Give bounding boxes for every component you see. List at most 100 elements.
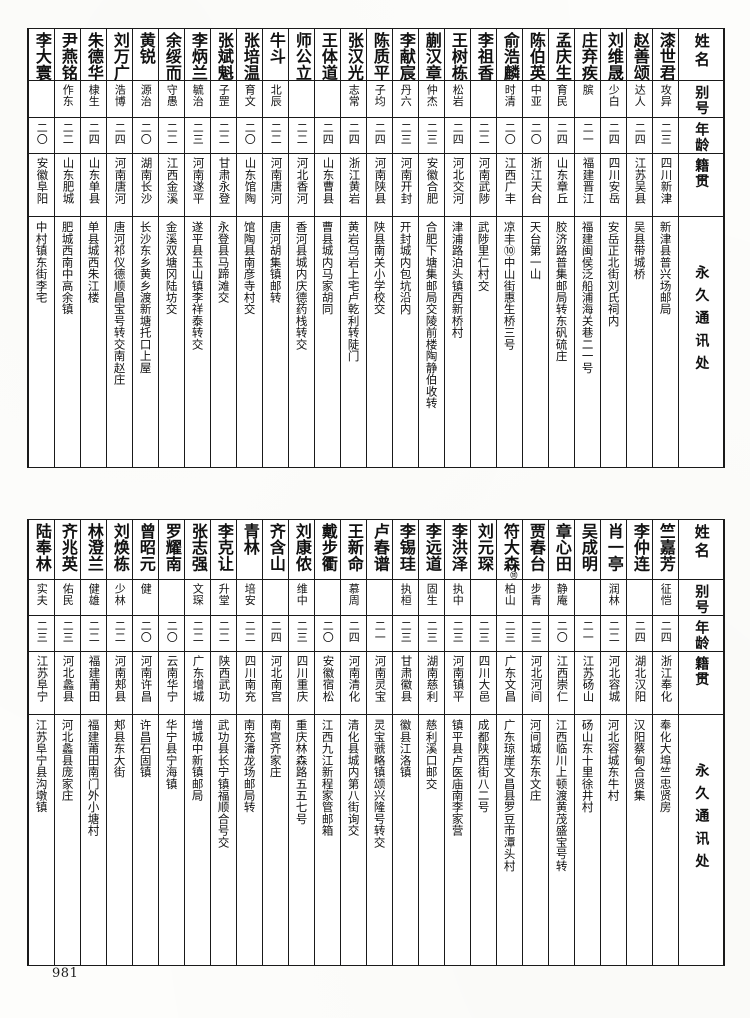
roster-cell-native: 河南许昌 <box>132 651 159 716</box>
roster-cell-name: 黄锐 <box>132 27 159 82</box>
roster-cell-native: 江苏阜宁 <box>27 651 55 716</box>
roster-cell-native: 河南灵宝 <box>366 651 393 716</box>
cell-text: 浩博 <box>113 84 127 107</box>
roster-cell-native: 江苏吴县 <box>626 153 653 218</box>
roster-cell-alias <box>314 578 341 617</box>
roster-cell-alias: 执中 <box>444 578 471 617</box>
cell-text: 二四 <box>347 620 361 644</box>
cell-text: 陕西武功 <box>217 655 232 703</box>
roster-cell-alias: 文琛 <box>184 578 211 617</box>
roster-cell-alias: 培安 <box>236 578 263 617</box>
roster-cell-age: 二三 <box>184 116 211 155</box>
roster-table-upper: 李大寰 尹燕铭 朱德华 刘万广 黄锐 余绥而 李炳兰 张斌魁 张培温 牛斗 师公立 王体道 张汉光 陈质平… <box>27 27 725 469</box>
roster-cell-native: 四川大邑 <box>470 651 497 716</box>
roster-cell-address: 镇平县卢医庙南李家营 <box>444 714 471 967</box>
roster-cell-age: 二二 <box>210 615 237 653</box>
roster-cell-native: 安徽合肥 <box>418 153 445 218</box>
roster-cell-name: 李炳兰 <box>184 27 211 82</box>
roster-cell-native: 广东文昌 <box>496 651 523 716</box>
roster-cell-native: 江西崇仁 <box>548 651 575 716</box>
cell-text: 张汉光 <box>344 32 364 81</box>
cell-text: 曹县城内马家胡同 <box>320 221 335 316</box>
roster-cell-address: 黄岩乌岩上宅卢乾利转陡门 <box>340 216 367 469</box>
roster-cell-native: 河北蠡县 <box>54 651 81 716</box>
cell-text: 新津县普兴场邮局 <box>658 221 673 316</box>
cell-text: 二三 <box>425 121 439 145</box>
cell-text: 汉阳蔡甸合贤集 <box>632 719 647 802</box>
roster-cell-alias: 膑 <box>574 80 601 118</box>
cell-text: 单县城西朱江楼 <box>86 221 101 304</box>
roster-cell-name: 符大森⑪ <box>496 519 523 580</box>
cell-text: 时清 <box>503 84 517 107</box>
cell-text: 二〇 <box>321 620 335 644</box>
cell-text: 罗耀南 <box>162 523 182 572</box>
row-header-text: 别号 <box>693 583 710 616</box>
roster-cell-age: 二三 <box>470 615 497 653</box>
roster-cell-age: 二四 <box>626 116 653 155</box>
roster-cell-age: 二四 <box>340 615 367 653</box>
roster-row-header-alias: 别号 <box>678 578 725 617</box>
roster-cell-alias: 固生 <box>418 578 445 617</box>
roster-cell-native: 河南镇平 <box>444 651 471 716</box>
cell-text: 曾昭元 <box>136 523 156 572</box>
roster-cell-alias: 丹六 <box>392 80 419 118</box>
roster-cell-address: 唐河祁仪德顺昌宝号转交南赵庄 <box>106 216 133 469</box>
cell-text: 浙江奉化 <box>659 655 674 703</box>
cell-text: 凉丰⑩中山街惠生桥三号 <box>502 221 517 351</box>
roster-cell-age: 二四 <box>600 116 627 155</box>
roster-cell-name: 孟庆生 <box>548 27 575 82</box>
roster-cell-age: 二二 <box>210 116 237 155</box>
roster-cell-native: 广东增城 <box>184 651 211 716</box>
roster-cell-age: 二二 <box>184 615 211 653</box>
cell-text: 实夫 <box>35 582 49 606</box>
cell-text: 子均 <box>373 84 387 107</box>
cell-text: 贾春台 <box>526 523 546 572</box>
cell-text: 棣生 <box>87 84 101 107</box>
cell-text: 二〇 <box>529 121 543 145</box>
roster-cell-native: 浙江奉化 <box>652 651 679 716</box>
roster-cell-native: 湖北汉阳 <box>626 651 653 716</box>
cell-text: 赵善颂 <box>630 32 650 81</box>
cell-text: 安徽阜阳 <box>35 157 50 205</box>
cell-text: 长沙东乡黄乡渡新塘托口上屋 <box>138 221 153 374</box>
roster-cell-native: 四川安岳 <box>600 153 627 218</box>
cell-text: 武陟里仁村交 <box>476 221 491 292</box>
cell-text: 齐含山 <box>266 523 286 572</box>
roster-cell-alias: 子均 <box>366 80 393 118</box>
cell-text: 王新命 <box>344 523 364 572</box>
roster-cell-age: 二二 <box>262 116 289 155</box>
cell-text: 丹六 <box>399 84 413 107</box>
roster-cell-address: 新津县普兴场邮局 <box>652 216 679 469</box>
roster-cell-age: 二三 <box>652 116 679 155</box>
cell-text: 江西崇仁 <box>555 655 570 703</box>
cell-text: 慈利溪口邮交 <box>424 719 439 790</box>
cell-text: 刘康侬 <box>292 523 312 572</box>
cell-text: 河南开封 <box>399 157 414 205</box>
roster-cell-native: 福建莆田 <box>80 651 107 716</box>
row-header-text: 别号 <box>693 85 710 117</box>
cell-text: 北辰 <box>269 84 283 107</box>
roster-cell-address: 中村镇东街李宅 <box>27 216 55 469</box>
roster-cell-native: 甘肃永登 <box>210 153 237 218</box>
roster-cell-address: 福建闽侯泛船浦海关巷二一号 <box>574 216 601 469</box>
roster-cell-address: 武功县长宁镇福顺合号交 <box>210 714 237 967</box>
cell-text: 山东肥城 <box>61 157 76 205</box>
cell-text: 达人 <box>633 84 647 107</box>
footnote-marker: ⑪ <box>509 571 519 579</box>
cell-text: 福建晋江 <box>581 157 596 205</box>
cell-text: 李献宸 <box>396 32 416 81</box>
cell-text: 蒯汉章 <box>422 32 442 81</box>
cell-text: 云南华宁 <box>165 655 180 703</box>
cell-text: 王体道 <box>318 32 338 81</box>
cell-text: 陈质平 <box>370 32 390 81</box>
roster-cell-name: 刘维晟 <box>600 27 627 82</box>
roster-cell-native: 河北香河 <box>288 153 315 218</box>
roster-cell-alias <box>314 80 341 118</box>
cell-text: 刘万广 <box>110 32 130 81</box>
cell-text: 二一 <box>581 620 595 644</box>
roster-cell-native: 浙江天台 <box>522 153 549 218</box>
roster-cell-age: 二〇 <box>132 116 159 155</box>
roster-cell-name: 牛斗 <box>262 27 289 82</box>
roster-cell-native: 河南清化 <box>340 651 367 716</box>
cell-text: 南宫齐家庄 <box>268 719 283 779</box>
